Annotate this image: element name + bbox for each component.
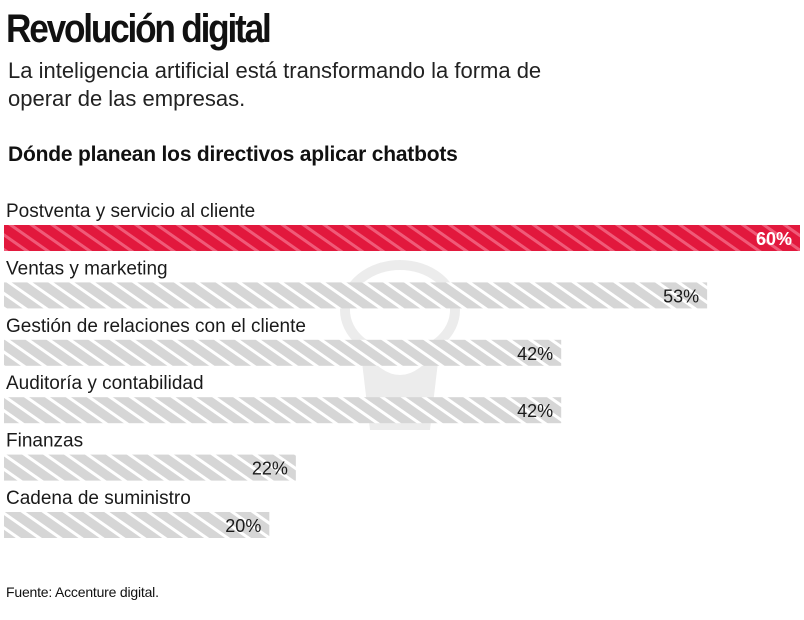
category-label: Ventas y marketing <box>6 258 168 279</box>
category-label: Gestión de relaciones con el cliente <box>6 316 306 337</box>
category-label: Cadena de suministro <box>6 488 191 509</box>
value-label: 22% <box>252 459 288 479</box>
page-title: Revolución digital <box>6 7 272 51</box>
bar <box>4 225 800 251</box>
bar <box>4 339 562 366</box>
source-note: Fuente: Accenture digital. <box>6 584 159 600</box>
bar-chart: Postventa y servicio al cliente 60% Ventas… <box>4 201 800 538</box>
chart-heading: Dónde planean los directivos aplicar cha… <box>8 143 458 166</box>
value-label: 42% <box>517 401 553 421</box>
category-label: Auditoría y contabilidad <box>6 373 204 394</box>
value-label: 60% <box>756 229 792 249</box>
category-label: Postventa y servicio al cliente <box>6 201 255 222</box>
bar <box>4 512 270 538</box>
page-subtitle: La inteligencia artificial está transfor… <box>8 58 542 111</box>
value-label: 42% <box>517 344 553 364</box>
category-label: Finanzas <box>6 431 83 452</box>
bar <box>4 454 296 481</box>
value-label: 53% <box>663 286 699 306</box>
bar <box>4 397 562 424</box>
value-label: 20% <box>225 516 261 536</box>
bar <box>4 282 708 309</box>
